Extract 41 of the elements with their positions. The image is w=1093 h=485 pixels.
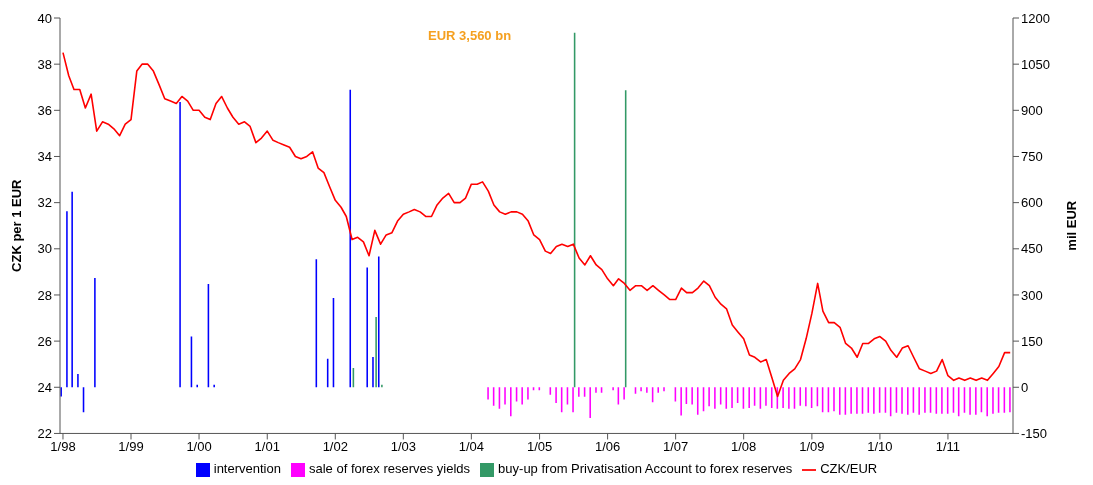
y2-tick-label: -150	[1021, 426, 1048, 442]
y2-tick-label: 150	[1021, 333, 1043, 349]
y-axis-title: CZK per 1 EUR	[8, 178, 24, 272]
x-tick-label: 1/03	[390, 438, 416, 454]
x-tick-label: 1/11	[935, 438, 961, 454]
y2-tick-label: 300	[1021, 287, 1043, 303]
legend-label: intervention	[213, 461, 281, 477]
legend-label: sale of forex reserves yields	[308, 461, 471, 477]
x-tick-label: 1/01	[254, 438, 280, 454]
y2-tick-label: 1050	[1021, 56, 1050, 72]
y2-axis-title: mil EUR	[1063, 200, 1079, 251]
y-tick-label: 38	[37, 56, 52, 72]
y-tick-label: 24	[37, 379, 52, 395]
x-tick-label: 1/05	[526, 438, 553, 454]
x-tick-label: 1/07	[662, 438, 689, 454]
y-tick-label: 40	[37, 10, 52, 26]
y-tick-label: 22	[37, 426, 52, 442]
y2-tick-label: 0	[1021, 379, 1029, 395]
y2-tick-label: 450	[1021, 241, 1043, 257]
annotation: EUR 3,560 bn	[428, 28, 512, 43]
y-tick-label: 28	[37, 287, 52, 303]
x-tick-label: 1/99	[118, 438, 144, 454]
y2-tick-label: 900	[1021, 102, 1043, 118]
x-tick-label: 1/02	[322, 438, 348, 454]
y-tick-label: 26	[37, 333, 52, 349]
y-tick-label: 34	[37, 149, 52, 165]
x-tick-label: 1/00	[186, 438, 212, 454]
legend-label: buy-up from Privatisation Account to forex reserves	[498, 461, 793, 477]
x-tick-label: 1/10	[867, 438, 893, 454]
x-tick-label: 1/06	[594, 438, 621, 454]
y2-tick-label: 750	[1021, 149, 1043, 165]
x-tick-label: 1/08	[731, 438, 757, 454]
y-tick-label: 30	[37, 241, 52, 257]
y2-tick-label: 600	[1021, 195, 1043, 211]
x-tick-label: 1/98	[50, 438, 76, 454]
x-tick-label: 1/04	[458, 438, 485, 454]
y-tick-label: 36	[37, 102, 52, 118]
y-tick-label: 32	[37, 195, 52, 211]
x-tick-label: 1/09	[799, 438, 825, 454]
legend-label: CZK/EUR	[820, 461, 878, 477]
y2-tick-label: 1200	[1021, 10, 1050, 26]
